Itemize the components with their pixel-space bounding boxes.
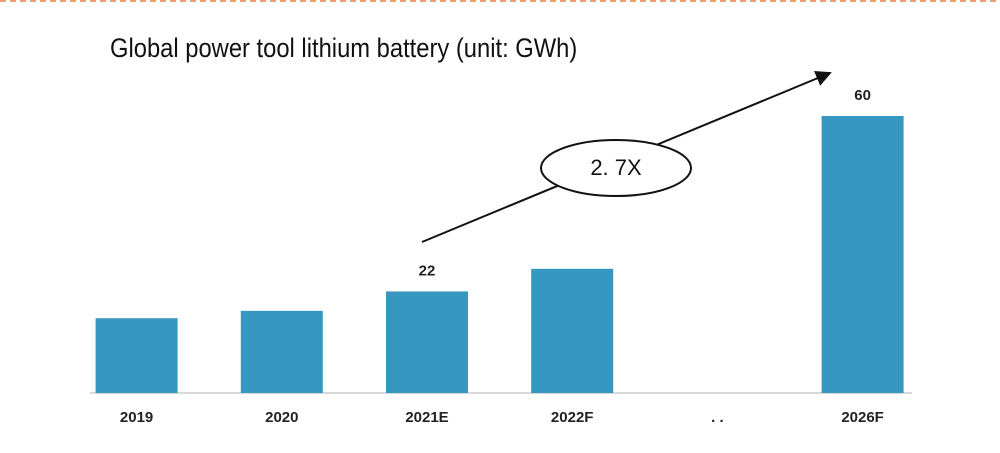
bar bbox=[531, 268, 614, 393]
x-tick-label: 2026F bbox=[841, 409, 884, 426]
value-label: 60 bbox=[854, 87, 871, 104]
value-label: 22 bbox=[419, 262, 436, 279]
annotation-ellipse bbox=[540, 139, 692, 197]
annotation: 2. 7X bbox=[590, 155, 642, 180]
x-tick-label: 2022F bbox=[551, 409, 594, 426]
x-tick-label: 2019 bbox=[120, 409, 153, 426]
x-tick-label: 2021E bbox=[405, 409, 448, 426]
chart-title: Global power tool lithium battery (unit:… bbox=[110, 34, 577, 64]
x-tick-label: 2020 bbox=[265, 409, 298, 426]
bar bbox=[240, 310, 323, 393]
bar bbox=[95, 318, 178, 393]
x-tick-label: . . bbox=[711, 409, 724, 426]
bar bbox=[821, 116, 904, 393]
bar bbox=[386, 291, 468, 393]
